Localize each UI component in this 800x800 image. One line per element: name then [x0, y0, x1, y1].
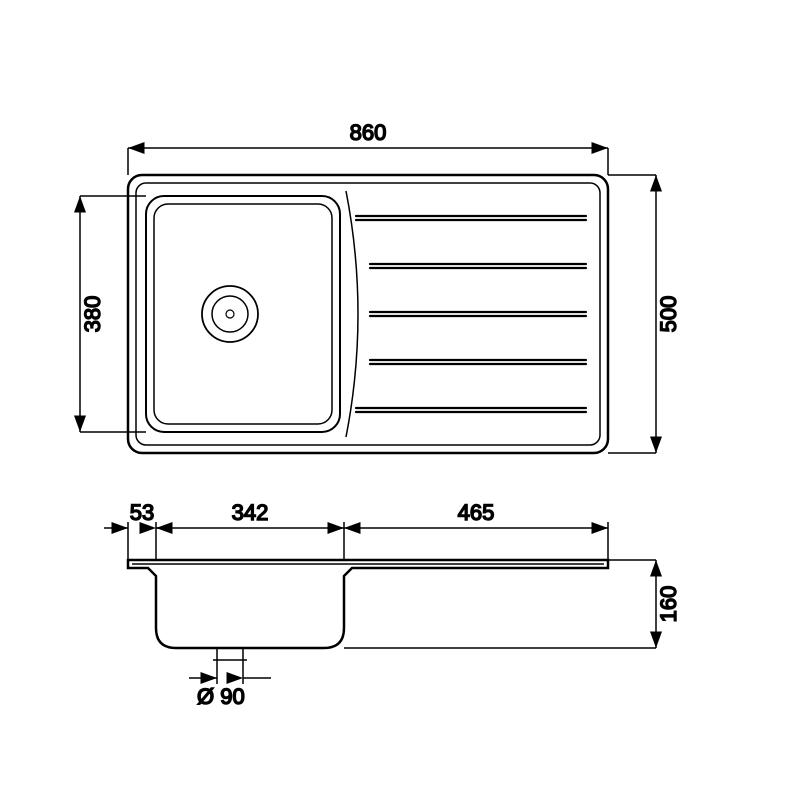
dim-drainer-width: 465 [458, 500, 495, 525]
dim-bowl-height: 380 [80, 296, 105, 333]
side-view [128, 560, 608, 660]
top-view [128, 175, 608, 453]
dim-depth: 160 [656, 586, 681, 623]
dim-drain-diameter: Ø 90 [197, 684, 245, 709]
dim-edge-offset: 53 [130, 500, 154, 525]
dim-width-overall: 860 [350, 120, 387, 145]
dim-height-overall: 500 [656, 296, 681, 333]
dimensions: 860 500 380 53 342 465 [80, 120, 681, 709]
technical-drawing-canvas: 860 500 380 53 342 465 [0, 0, 800, 800]
dim-bowl-width: 342 [232, 500, 269, 525]
